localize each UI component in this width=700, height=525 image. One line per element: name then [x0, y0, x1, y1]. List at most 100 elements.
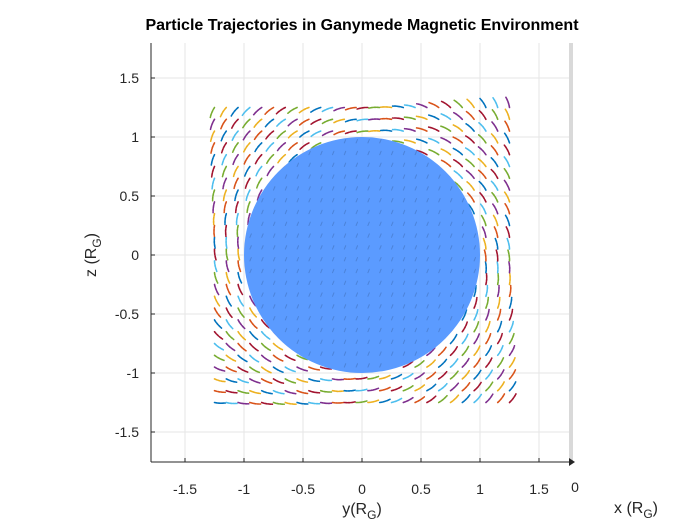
inner-trajectory-trail	[355, 139, 358, 144]
trajectory-trail	[452, 136, 464, 144]
trajectory-trail	[415, 103, 428, 109]
trajectory-trail	[310, 142, 322, 150]
inner-trajectory-trail	[461, 257, 465, 262]
inner-trajectory-trail	[379, 280, 382, 285]
x-tick-label: -1.5	[173, 481, 197, 497]
trajectory-trail	[272, 366, 284, 374]
inner-trajectory-trail	[273, 268, 276, 274]
trajectory-trail	[284, 401, 297, 406]
inner-trajectory-trail	[461, 198, 465, 203]
inner-trajectory-trail	[308, 209, 311, 215]
inner-trajectory-trail	[426, 292, 429, 297]
chart-title: Particle Trajectories in Ganymede Magnet…	[145, 17, 579, 34]
inner-trajectory-trail	[402, 174, 406, 179]
trajectory-trail	[213, 401, 227, 405]
trajectory-trail	[367, 387, 380, 392]
trajectory-trail	[379, 106, 393, 109]
trajectory-trail	[461, 321, 469, 333]
trajectory-trail	[452, 111, 464, 121]
trajectory-trail	[504, 214, 511, 227]
inner-trajectory-trail	[308, 316, 311, 321]
trajectory-trail	[505, 226, 511, 239]
inner-trajectory-trail	[332, 186, 335, 191]
inner-trajectory-trail	[308, 150, 311, 156]
inner-trajectory-trail	[343, 209, 347, 215]
inner-trajectory-trail	[332, 339, 335, 344]
trajectory-trail	[482, 237, 487, 250]
trajectory-trail	[473, 381, 482, 392]
inner-trajectory-trail	[355, 257, 358, 262]
inner-trajectory-trail	[296, 257, 299, 262]
inner-trajectory-trail	[402, 186, 406, 191]
trajectory-trail	[343, 389, 356, 392]
inner-trajectory-trail	[320, 304, 323, 309]
inner-trajectory-trail	[273, 209, 276, 215]
trajectory-trail	[237, 330, 247, 341]
depth-axis-label-sub: G	[643, 507, 652, 521]
inner-trajectory-trail	[402, 221, 406, 226]
inner-trajectory-trail	[261, 209, 264, 215]
trajectory-trail	[237, 307, 245, 318]
trajectory-trail	[333, 106, 346, 112]
trajectory-trail	[504, 120, 511, 132]
trajectory-trail	[508, 344, 516, 357]
inner-trajectory-trail	[308, 327, 311, 333]
trajectory-trail	[483, 249, 487, 262]
inner-trajectory-trail	[355, 339, 358, 344]
inner-trajectory-trail	[426, 257, 429, 262]
trajectory-trail	[508, 308, 514, 321]
trajectory-trail	[473, 357, 482, 368]
inner-trajectory-trail	[308, 221, 311, 226]
trajectory-trail	[496, 272, 500, 286]
inner-trajectory-trail	[473, 245, 476, 250]
inner-trajectory-trail	[414, 162, 417, 167]
trajectory-trail	[287, 106, 298, 114]
trajectory-trail	[344, 130, 357, 135]
inner-trajectory-trail	[320, 339, 323, 344]
depth-axis-label-main: x (R	[614, 500, 643, 517]
inner-trajectory-trail	[426, 304, 429, 309]
inner-trajectory-trail	[402, 316, 406, 321]
inner-trajectory-trail	[308, 351, 311, 356]
trajectory-trail	[496, 357, 505, 368]
trajectory-trail	[333, 118, 346, 124]
trajectory-trail	[355, 388, 368, 392]
trajectory-trail	[225, 307, 233, 319]
inner-trajectory-trail	[438, 327, 441, 333]
trajectory-trail	[249, 401, 262, 405]
inner-trajectory-trail	[450, 186, 453, 191]
inner-trajectory-trail	[332, 162, 335, 167]
inner-trajectory-trail	[414, 351, 417, 356]
trajectory-trail	[319, 378, 333, 382]
trajectory-trail	[492, 214, 499, 227]
y-tick-label: -1.5	[115, 424, 139, 440]
inner-trajectory-trail	[473, 233, 476, 238]
trajectory-trail	[449, 358, 459, 368]
trajectory-trail	[211, 189, 216, 202]
trajectory-trail	[479, 203, 487, 215]
trajectory-trail	[231, 118, 239, 129]
trajectory-trail	[249, 389, 262, 395]
inner-trajectory-trail	[343, 280, 347, 285]
trajectory-trail	[344, 118, 357, 123]
trajectory-trail	[464, 147, 475, 156]
trajectory-trail	[440, 125, 452, 132]
inner-trajectory-trail	[273, 245, 276, 250]
trajectory-trail	[213, 342, 225, 351]
inner-trajectory-trail	[273, 198, 276, 203]
trajectory-trail	[213, 236, 216, 249]
y-tick-label: 1.5	[120, 70, 140, 86]
inner-trajectory-trail	[320, 327, 323, 333]
trajectory-trail	[508, 284, 512, 298]
inner-trajectory-trail	[450, 304, 453, 309]
trajectory-trail	[225, 295, 232, 307]
trajectory-trail	[402, 396, 414, 404]
inner-trajectory-trail	[438, 268, 441, 274]
trajectory-trail	[503, 168, 511, 180]
trajectory-trail	[414, 396, 426, 404]
inner-trajectory-trail	[273, 257, 276, 262]
inner-trajectory-trail	[367, 221, 370, 226]
trajectory-trail	[212, 201, 216, 214]
inner-trajectory-trail	[438, 174, 441, 179]
